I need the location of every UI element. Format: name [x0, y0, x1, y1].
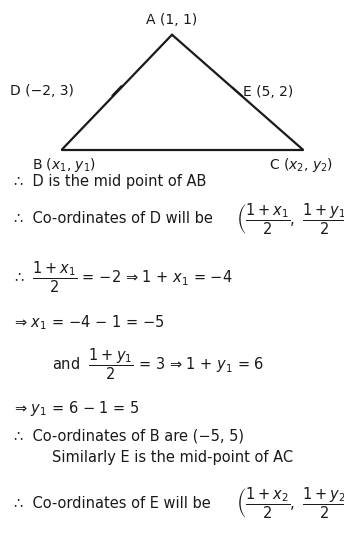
Text: ∴  D is the mid point of AB: ∴ D is the mid point of AB	[14, 174, 206, 189]
Text: ∴  Co-ordinates of D will be: ∴ Co-ordinates of D will be	[14, 211, 213, 226]
Text: $\left(\dfrac{1+x_1}{2},\ \dfrac{1+y_1}{2}\right)$: $\left(\dfrac{1+x_1}{2},\ \dfrac{1+y_1}{…	[236, 201, 344, 237]
Text: and  $\dfrac{1+y_1}{2}$ = 3 ⇒ 1 + $y_1$ = 6: and $\dfrac{1+y_1}{2}$ = 3 ⇒ 1 + $y_1$ =…	[52, 347, 264, 382]
Text: ⇒ $y_1$ = 6 − 1 = 5: ⇒ $y_1$ = 6 − 1 = 5	[14, 399, 140, 418]
Text: A (1, 1): A (1, 1)	[147, 13, 197, 27]
Text: E (5, 2): E (5, 2)	[243, 85, 293, 99]
Text: Similarly E is the mid-point of AC: Similarly E is the mid-point of AC	[52, 450, 293, 465]
Text: ∴  $\dfrac{1+x_1}{2}$ = −2 ⇒ 1 + $x_1$ = −4: ∴ $\dfrac{1+x_1}{2}$ = −2 ⇒ 1 + $x_1$ = …	[14, 260, 233, 295]
Text: D (−2, 3): D (−2, 3)	[10, 84, 74, 98]
Text: C ($x_2$, $y_2$): C ($x_2$, $y_2$)	[269, 156, 333, 174]
Text: B ($x_1$, $y_1$): B ($x_1$, $y_1$)	[32, 156, 96, 174]
Text: ⇒ $x_1$ = −4 − 1 = −5: ⇒ $x_1$ = −4 − 1 = −5	[14, 313, 164, 333]
Text: $\left(\dfrac{1+x_2}{2},\ \dfrac{1+y_2}{2}\right)$: $\left(\dfrac{1+x_2}{2},\ \dfrac{1+y_2}{…	[236, 485, 344, 521]
Text: ∴  Co-ordinates of E will be: ∴ Co-ordinates of E will be	[14, 496, 211, 511]
Text: ∴  Co-ordinates of B are (−5, 5): ∴ Co-ordinates of B are (−5, 5)	[14, 429, 244, 444]
